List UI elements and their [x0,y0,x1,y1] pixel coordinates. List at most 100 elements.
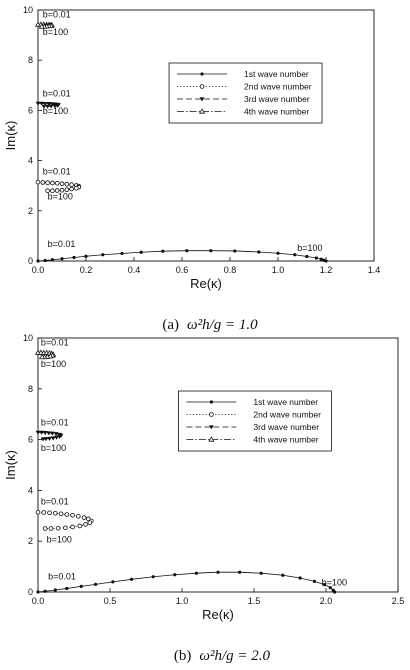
legend: 1st wave number 2nd wave number 3rd wave n… [177,390,332,452]
x-tick-label: 1.0 [176,596,189,606]
caption-label: (b) [174,648,192,664]
data-point [139,250,143,254]
data-point [38,353,46,360]
data-point [322,583,327,587]
x-tick-label: 1.0 [272,265,285,275]
data-point [54,180,60,186]
data-point [42,101,48,107]
data-point [46,431,52,436]
series-3 [35,101,61,109]
annotation-label: b=0.01 [43,89,71,99]
caption-formula: ω²h/g = 2.0 [199,648,270,664]
series-1 [36,570,337,594]
data-point [69,182,74,187]
x-tick-label: 2.5 [392,596,405,606]
y-axis-label: Im(κ) [3,121,18,151]
annotation-label: b=0.01 [43,166,71,176]
y-tick-label: 4 [28,485,33,495]
series-1 [36,249,328,263]
data-point [41,104,47,109]
data-point [45,188,50,194]
x-tick-label: 0.0 [32,596,45,606]
y-tick-label: 0 [28,256,33,266]
data-point [69,186,74,192]
legend-label: 4th wave number [253,435,318,445]
data-point [111,580,115,584]
annotation-label: b=100 [322,578,347,588]
legend-marker [209,412,214,417]
x-axis-label: Re(κ) [190,276,222,291]
data-point [50,436,56,441]
x-tick-label: 0.5 [104,596,117,606]
y-tick-label: 10 [23,333,33,343]
data-point [36,590,40,594]
y-tick-label: 2 [28,536,33,546]
data-point [65,586,69,591]
data-point [305,254,309,259]
series-3 [35,430,64,442]
data-point [36,259,40,263]
y-tick-label: 6 [28,105,33,115]
legend-label: 3rd wave number [244,94,310,104]
data-point [120,251,124,256]
data-point [173,573,177,577]
data-point [101,253,105,257]
data-point [60,257,64,261]
data-point [257,250,261,254]
caption-formula: ω²h/g = 1.0 [187,317,258,333]
x-tick-label: 0.8 [224,265,237,275]
data-point [77,523,83,529]
data-point [45,104,50,109]
data-point [194,571,198,575]
x-tick-label: 0.6 [176,265,189,275]
annotation-label: b=0.01 [48,571,76,581]
data-point [54,435,60,440]
data-point [64,512,70,517]
data-point [81,515,87,520]
data-point [40,180,46,185]
data-point [94,582,98,586]
series-4 [34,21,56,29]
data-point [35,509,41,515]
legend-marker [199,84,205,89]
annotation-label: b=100 [297,243,322,253]
data-point [298,576,302,580]
annotation-label: b=0.01 [41,496,69,506]
y-tick-label: 8 [28,55,33,65]
data-point [151,575,155,579]
data-point [43,258,47,263]
data-point [58,511,64,517]
annotation-label: b=100 [43,106,68,116]
series-2 [35,179,82,194]
y-tick-label: 10 [23,5,33,15]
legend-label: 2nd wave number [244,82,312,92]
data-point [84,254,88,258]
annotation-label: b=100 [48,192,73,202]
data-point [161,249,165,253]
annotation-label: b=0.01 [48,239,76,249]
data-point [55,525,61,531]
series-4 [34,349,57,360]
figure-caption: (b) ω²h/g = 2.0 [174,648,271,664]
data-point [50,258,55,262]
data-point [41,510,47,515]
data-point [312,579,317,583]
data-point [324,259,328,263]
legend-box [168,62,323,124]
legend-marker [200,72,204,76]
legend-label: 2nd wave number [253,410,321,420]
data-point [70,512,75,518]
data-point [276,251,280,255]
legend-label: 3rd wave number [253,422,319,432]
x-tick-label: 1.4 [368,265,381,275]
legend: 1st wave number 2nd wave number 3rd wave n… [168,62,323,124]
data-point [59,187,65,193]
legend-marker [198,108,206,114]
data-point [130,577,134,581]
x-tick-label: 0.0 [32,265,45,275]
data-point [50,431,55,436]
annotation-label: b=0.01 [43,10,71,20]
y-axis-label: Im(κ) [3,450,18,480]
data-point [52,510,58,516]
